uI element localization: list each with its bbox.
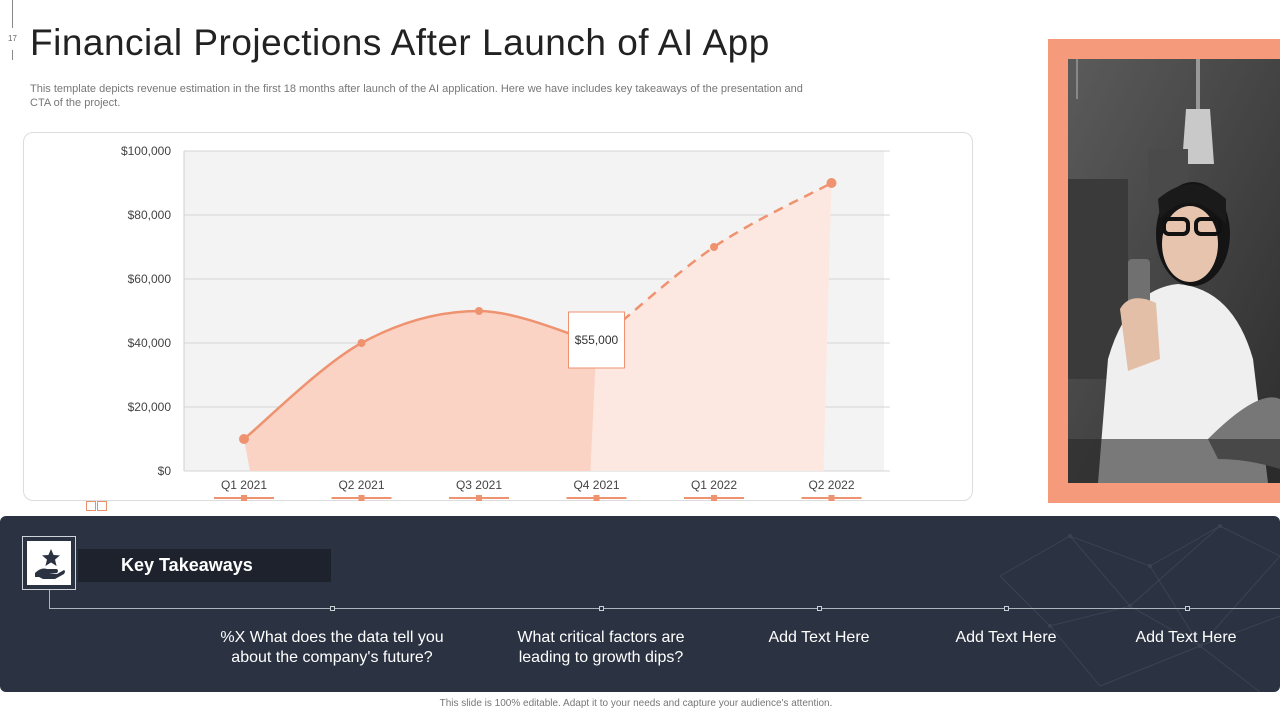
x-tick-label: Q2 2022	[808, 478, 854, 492]
footer-note: This slide is 100% editable. Adapt it to…	[439, 698, 833, 709]
key-takeaways-heading-box: Key Takeaways	[78, 549, 331, 582]
page-subtitle: This template depicts revenue estimation…	[30, 83, 803, 109]
x-tick-marker	[828, 495, 835, 501]
timeline-connector	[49, 590, 50, 608]
revenue-chart: $0 $20,000 $40,000 $60,000 $80,000 $100,000 $5…	[121, 144, 890, 501]
data-point	[475, 307, 483, 315]
data-point	[826, 178, 837, 188]
woman-with-phone-photo	[1068, 59, 1280, 483]
data-point	[357, 339, 366, 347]
timeline-marker	[1004, 606, 1009, 611]
x-tick-marker	[476, 495, 482, 501]
x-tick-marker	[593, 495, 600, 501]
key-takeaways-panel: Key Takeaways %X What does the data tell…	[0, 516, 1280, 692]
timeline-marker	[817, 606, 822, 611]
y-tick-label: $40,000	[128, 336, 172, 350]
y-tick-label: $80,000	[128, 208, 172, 222]
slide-number-bar-bottom	[12, 50, 13, 60]
chart-card: $0 $20,000 $40,000 $60,000 $80,000 $100,000 $5…	[23, 132, 973, 501]
x-tick-label: Q1 2022	[691, 478, 737, 492]
slide-number: 17	[8, 34, 17, 43]
y-tick-label: $20,000	[128, 400, 172, 414]
timeline-marker	[1185, 606, 1190, 611]
timeline-marker	[330, 606, 335, 611]
page-title: Financial Projections After Launch of AI…	[30, 22, 770, 63]
key-takeaways-icon-box	[22, 536, 76, 590]
projected-area	[590, 183, 832, 471]
takeaway-text: Add Text Here	[768, 629, 870, 646]
network-pattern	[999, 524, 1280, 692]
y-tick-label: $60,000	[128, 272, 172, 286]
y-tick-label: $100,000	[121, 144, 171, 158]
timeline-marker	[599, 606, 604, 611]
x-tick-marker	[358, 495, 365, 501]
x-tick-marker	[241, 495, 247, 501]
takeaway-text: %X What does the data tell you about the…	[220, 629, 444, 666]
takeaway-text: What critical factors are leading to gro…	[517, 629, 685, 666]
x-tick-marker	[711, 495, 717, 501]
data-point	[239, 434, 249, 444]
annotation-label: $55,000	[575, 333, 619, 347]
data-point	[710, 243, 718, 251]
y-tick-label: $0	[158, 464, 172, 478]
x-tick-label: Q2 2021	[338, 478, 384, 492]
hand-star-icon	[35, 549, 65, 579]
key-takeaways-heading: Key Takeaways	[121, 555, 253, 575]
x-tick-label: Q4 2021	[573, 478, 619, 492]
timeline-line	[49, 608, 1280, 609]
takeaway-text: Add Text Here	[955, 629, 1057, 646]
actual-area	[244, 311, 597, 471]
x-tick-label: Q1 2021	[221, 478, 267, 492]
x-tick-label: Q3 2021	[456, 478, 502, 492]
actual-line	[243, 309, 597, 440]
takeaway-text: Add Text Here	[1135, 629, 1237, 646]
annotation-box	[568, 311, 625, 369]
decorative-squares	[86, 498, 108, 516]
slide-number-bar-top	[12, 0, 13, 28]
